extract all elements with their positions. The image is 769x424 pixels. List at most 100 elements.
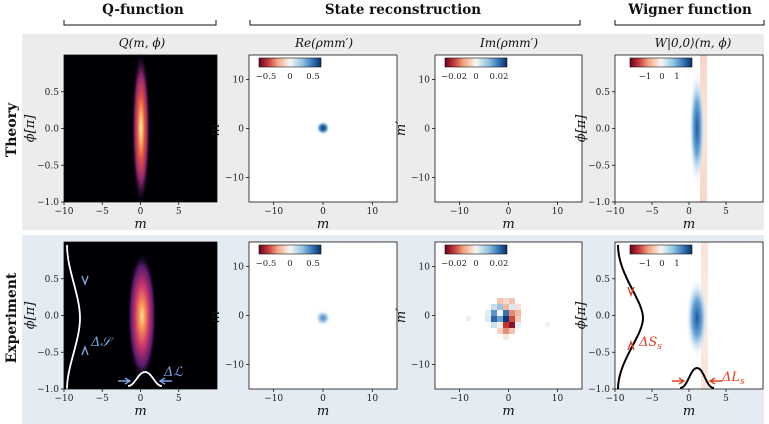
colorbar-re-theory: −0.5 0 0.5 xyxy=(256,57,322,82)
title-wigner: W|0,0⟩(m, ϕ) xyxy=(655,36,732,50)
x-tick-label: −5 xyxy=(96,207,110,217)
q-experiment-m-marginal xyxy=(127,371,163,387)
y-tick-label: −0.5 xyxy=(588,161,610,171)
svg-text:−0.02: −0.02 xyxy=(441,72,467,82)
y-tick-label: −10 xyxy=(225,174,244,184)
x-axis-label-q-experiment: m xyxy=(134,404,146,419)
row-label-experiment: Experiment xyxy=(4,272,20,363)
y-tick-label: 0.5 xyxy=(45,275,60,285)
y-axis-label-im-theory: m′ xyxy=(394,121,409,136)
x-tick-label: −5 xyxy=(645,394,659,404)
annotation-delta-ss: ΔSs xyxy=(638,335,662,352)
y-tick-label: −10 xyxy=(411,361,430,371)
row-label-theory: Theory xyxy=(4,102,20,157)
svg-text:−1: −1 xyxy=(639,259,652,269)
wigner-theory-positive-lobe xyxy=(689,70,705,186)
delta-ss-arrow-top xyxy=(627,286,635,297)
x-tick-label: −10 xyxy=(264,394,283,404)
x-tick-label: 10 xyxy=(552,394,564,404)
svg-text:0: 0 xyxy=(659,259,664,269)
title-re-rho: Re(ρmm′) xyxy=(294,36,353,50)
y-tick-label: 10 xyxy=(419,263,431,273)
panel-re-theory xyxy=(248,54,398,203)
x-tick-label: 0 xyxy=(686,394,692,404)
y-axis-label-q-experiment: ϕ[π] xyxy=(23,301,38,329)
y-tick-label: 0.5 xyxy=(45,88,60,98)
x-tick-label: 0 xyxy=(506,207,512,217)
re-theory-peak xyxy=(316,121,330,135)
delta-s-arrow-bottom xyxy=(81,345,89,356)
x-tick-label: 0 xyxy=(320,394,326,404)
svg-text:0: 0 xyxy=(659,72,664,82)
x-axis-label-wigner-theory: m xyxy=(683,217,695,232)
svg-text:−0.02: −0.02 xyxy=(441,259,467,269)
x-tick-label: 10 xyxy=(367,207,379,217)
svg-text:0.5: 0.5 xyxy=(306,72,320,82)
panel-wigner-theory xyxy=(614,54,764,203)
x-tick-label: −10 xyxy=(55,394,74,404)
y-axis-label-wigner-theory: ϕ[π] xyxy=(574,114,589,142)
x-tick-label: −10 xyxy=(55,207,74,217)
y-tick-label: 0.5 xyxy=(596,275,611,285)
title-im-rho: Im(ρmm′) xyxy=(479,36,538,50)
x-axis-label-wigner-experiment: m xyxy=(683,404,695,419)
x-tick-label: 0 xyxy=(506,394,512,404)
svg-text:1: 1 xyxy=(674,72,679,82)
y-tick-label: −10 xyxy=(225,361,244,371)
y-tick-label: −0.5 xyxy=(588,348,610,358)
wigner-experiment-phase-marginal xyxy=(617,244,645,390)
title-q-function: Q(m, ϕ) xyxy=(119,36,166,50)
y-tick-label: −0.5 xyxy=(37,348,59,358)
x-tick-label: 10 xyxy=(367,394,379,404)
annotation-delta-l: Δℒ xyxy=(163,365,183,380)
colorbar-wigner-experiment: −1 0 1 xyxy=(629,244,693,269)
y-axis-label-im-experiment: m′ xyxy=(394,308,409,323)
x-tick-label: −10 xyxy=(606,207,625,217)
delta-ss-arrow-bottom xyxy=(627,340,635,351)
x-axis-label-q-theory: m xyxy=(134,217,146,232)
panel-q-theory xyxy=(63,52,218,204)
svg-text:1: 1 xyxy=(674,259,679,269)
x-tick-label: −10 xyxy=(264,207,283,217)
header-bracket-state xyxy=(249,20,581,26)
wigner-experiment-positive-lobe xyxy=(686,278,708,358)
delta-ls-arrow-left xyxy=(672,377,686,385)
annotation-delta-s: Δ𝒮 xyxy=(90,335,114,350)
x-tick-label: −5 xyxy=(645,207,659,217)
q-theory-distribution xyxy=(132,52,150,204)
y-tick-label: −1.0 xyxy=(37,198,59,208)
y-axis-label-re-experiment: m′ xyxy=(208,308,223,323)
svg-text:−0.5: −0.5 xyxy=(256,72,277,82)
y-tick-label: −1.0 xyxy=(588,385,610,395)
wigner-experiment-m-marginal xyxy=(679,366,715,389)
delta-ls-arrow-right xyxy=(708,377,722,385)
x-tick-label: −10 xyxy=(606,394,625,404)
x-axis-label-im-theory: m xyxy=(502,217,514,232)
x-tick-label: 0 xyxy=(686,207,692,217)
svg-text:0.02: 0.02 xyxy=(490,72,509,82)
colorbar-wigner-theory: −1 0 1 xyxy=(629,57,693,82)
svg-text:−1: −1 xyxy=(639,72,652,82)
x-tick-label: −10 xyxy=(450,207,469,217)
y-tick-label: 0.0 xyxy=(45,312,60,322)
colorbar-im-theory: −0.02 0 0.02 xyxy=(441,57,509,82)
y-tick-label: 10 xyxy=(233,263,245,273)
svg-text:0.02: 0.02 xyxy=(490,259,509,269)
y-tick-label: 0 xyxy=(424,125,430,135)
x-tick-label: 5 xyxy=(176,207,182,217)
y-axis-label-wigner-experiment: ϕ[π] xyxy=(574,301,589,329)
x-tick-label: 10 xyxy=(552,207,564,217)
y-tick-label: 0 xyxy=(424,312,430,322)
x-axis-label-im-experiment: m xyxy=(502,404,514,419)
y-tick-label: 0.0 xyxy=(596,125,611,135)
x-tick-label: 5 xyxy=(723,394,729,404)
svg-text:0: 0 xyxy=(473,72,478,82)
y-tick-label: −0.5 xyxy=(37,161,59,171)
colorbar-re-experiment: −0.5 0 0.5 xyxy=(256,244,322,269)
svg-text:0: 0 xyxy=(473,259,478,269)
x-tick-label: 5 xyxy=(176,394,182,404)
panel-im-theory xyxy=(434,54,583,203)
y-tick-label: −1.0 xyxy=(37,385,59,395)
header-wigner-function: Wigner function xyxy=(627,2,752,18)
x-tick-label: 0 xyxy=(138,394,144,404)
